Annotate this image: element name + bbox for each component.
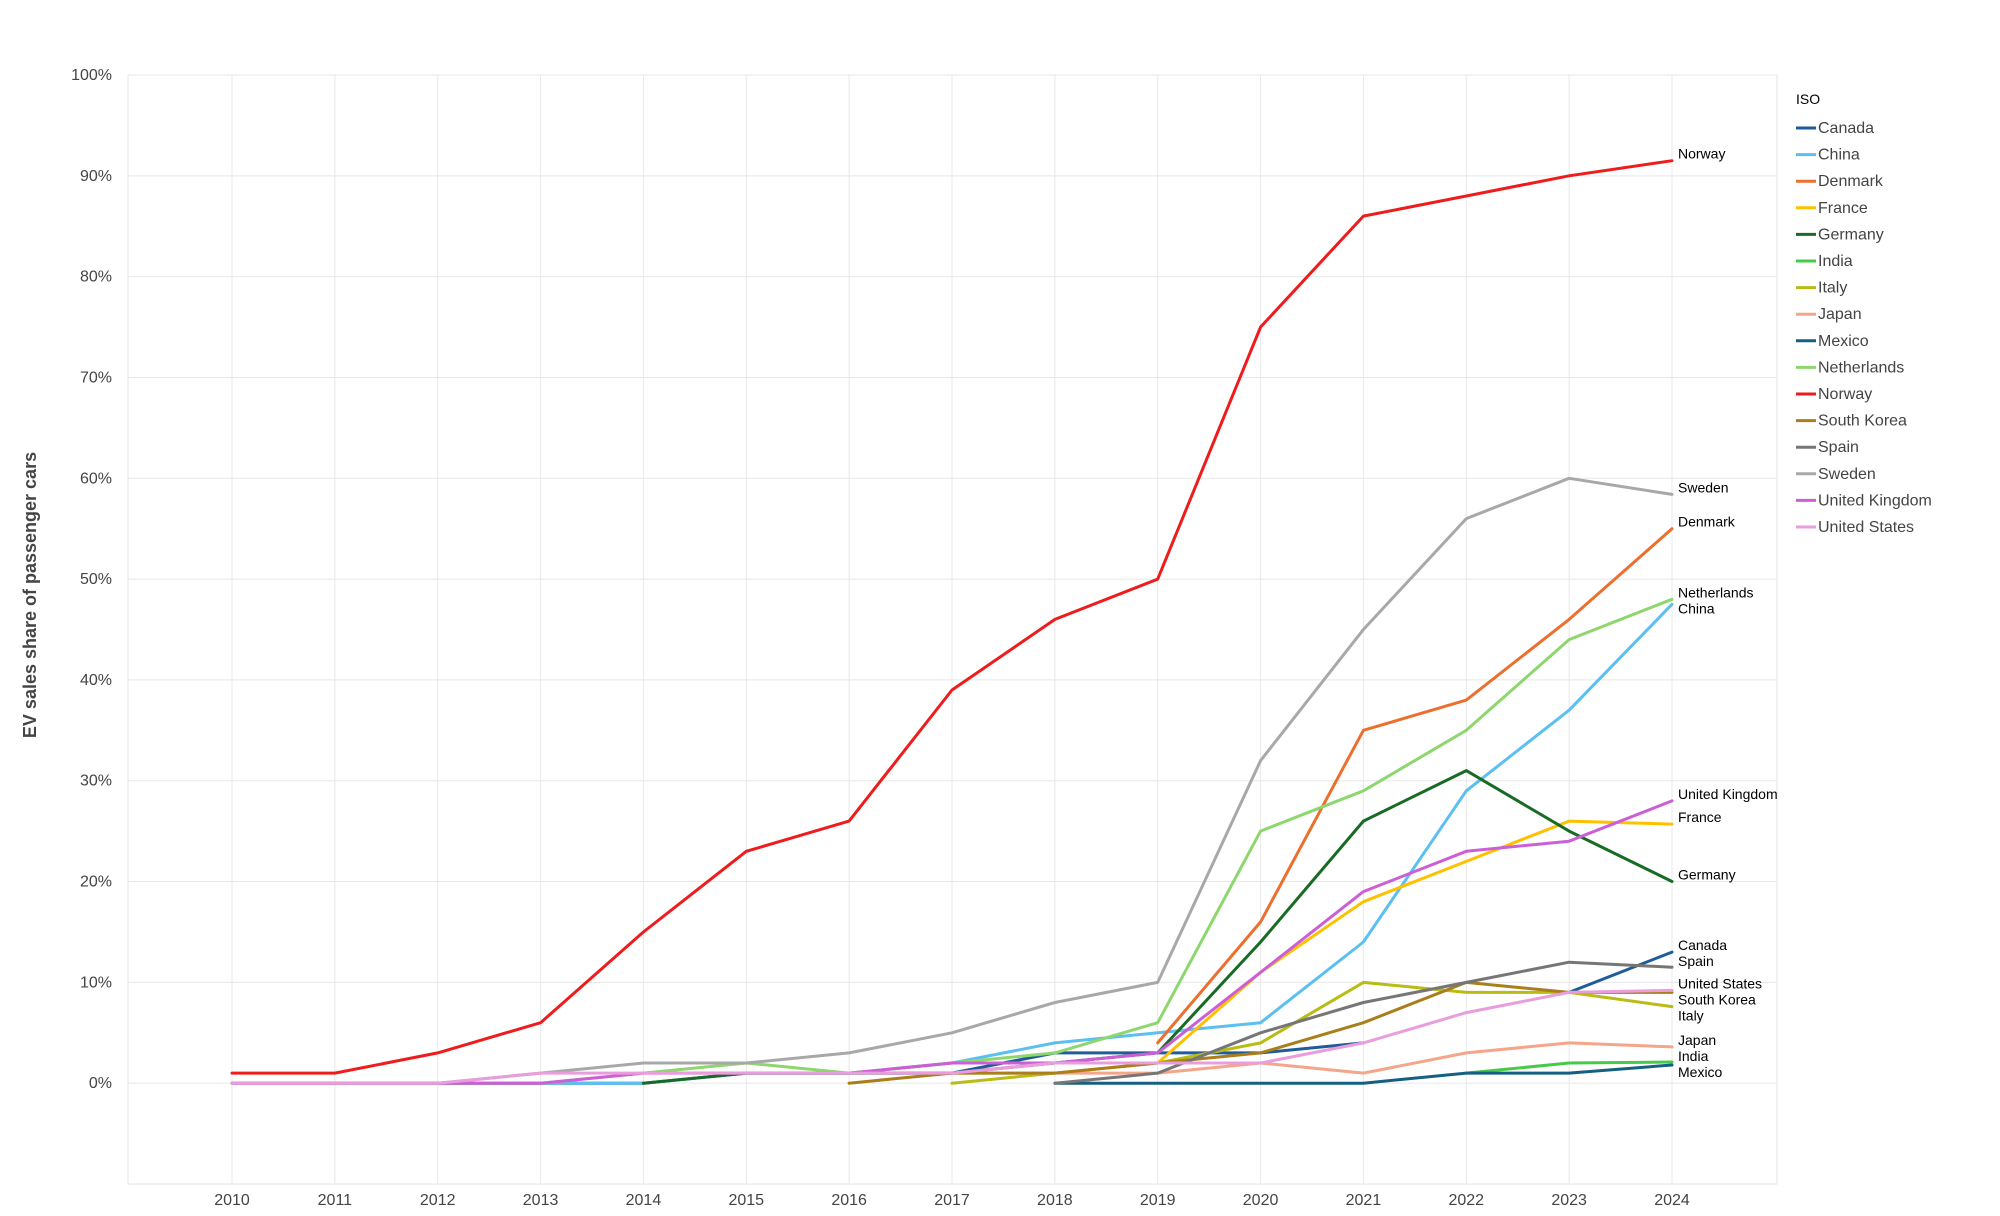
- legend: ISO Canada China Denmark France Germany India I…: [1796, 91, 1932, 536]
- y-tick-label: 0%: [89, 1075, 112, 1092]
- y-tick-label: 90%: [80, 168, 112, 185]
- y-tick-label: 40%: [80, 672, 112, 689]
- end-label-netherlands: Netherlands: [1678, 584, 1754, 600]
- end-label-germany: Germany: [1678, 867, 1736, 883]
- legend-label: United States: [1818, 519, 1914, 536]
- series-line-japan: [950, 1041, 1674, 1075]
- series-layer: [230, 159, 1674, 1085]
- end-label-spain: Spain: [1678, 953, 1714, 969]
- end-label-united-kingdom: United Kingdom: [1678, 786, 1778, 802]
- x-tick-label: 2016: [831, 1192, 867, 1209]
- legend-label: Italy: [1818, 280, 1847, 297]
- series-line-spain: [1053, 960, 1674, 1085]
- legend-label: Japan: [1818, 306, 1862, 323]
- y-tick-label: 80%: [80, 269, 112, 286]
- y-tick-label: 100%: [71, 67, 112, 84]
- grid-layer: [127, 74, 1778, 1185]
- legend-label: Norway: [1818, 386, 1872, 403]
- y-tick-label: 10%: [80, 974, 112, 991]
- end-label-italy: Italy: [1678, 1007, 1704, 1023]
- x-tick-label: 2024: [1654, 1192, 1690, 1209]
- y-tick-label: 60%: [80, 470, 112, 487]
- series-line-india: [1464, 1060, 1674, 1075]
- legend-label: India: [1818, 253, 1853, 270]
- x-tick-label: 2010: [214, 1192, 250, 1209]
- series-line-south-korea: [847, 980, 1674, 1085]
- legend-label: Denmark: [1818, 173, 1884, 190]
- legend-label: United Kingdom: [1818, 492, 1932, 509]
- end-label-south-korea: South Korea: [1678, 991, 1756, 1007]
- series-line-norway: [230, 159, 1674, 1075]
- legend-label: Mexico: [1818, 333, 1869, 350]
- series-line-united-kingdom: [230, 799, 1674, 1085]
- legend-label: Netherlands: [1818, 359, 1904, 376]
- end-label-india: India: [1678, 1048, 1709, 1064]
- x-tick-label: 2019: [1140, 1192, 1176, 1209]
- x-tick-label: 2014: [626, 1192, 662, 1209]
- end-label-mexico: Mexico: [1678, 1064, 1723, 1080]
- legend-label: Spain: [1818, 439, 1859, 456]
- end-label-france: France: [1678, 809, 1722, 825]
- y-axis-title: EV sales share of passenger cars: [20, 452, 40, 738]
- end-label-canada: Canada: [1678, 937, 1727, 953]
- x-tick-label: 2022: [1448, 1192, 1484, 1209]
- x-tick-label: 2011: [318, 1192, 353, 1209]
- legend-label: Germany: [1818, 226, 1884, 243]
- x-tick-label: 2015: [728, 1192, 764, 1209]
- end-label-norway: Norway: [1678, 146, 1725, 162]
- end-label-japan: Japan: [1678, 1032, 1716, 1048]
- y-tick-label: 50%: [80, 571, 112, 588]
- x-tick-label: 2017: [934, 1192, 970, 1209]
- y-tick-label: 20%: [80, 874, 112, 891]
- legend-label: China: [1818, 147, 1860, 164]
- x-tick-label: 2020: [1243, 1192, 1279, 1209]
- legend-label: France: [1818, 200, 1868, 217]
- x-tick-label: 2018: [1037, 1192, 1073, 1209]
- series-line-mexico: [1053, 1063, 1674, 1085]
- series-line-denmark: [1156, 527, 1674, 1045]
- end-label-china: China: [1678, 600, 1715, 616]
- legend-label: South Korea: [1818, 413, 1907, 430]
- legend-label: Canada: [1818, 120, 1874, 137]
- x-tick-label: 2021: [1346, 1192, 1382, 1209]
- x-tick-label: 2023: [1551, 1192, 1587, 1209]
- legend-label: Sweden: [1818, 466, 1876, 483]
- end-label-denmark: Denmark: [1678, 514, 1736, 530]
- y-tick-label: 70%: [80, 369, 112, 386]
- x-tick-label: 2012: [420, 1192, 456, 1209]
- series-line-united-states: [230, 988, 1674, 1085]
- y-tick-label: 30%: [80, 773, 112, 790]
- legend-title: ISO: [1796, 91, 1820, 107]
- x-tick-label: 2013: [523, 1192, 559, 1209]
- axis-layer: 0% 10% 20% 30% 40% 50% 60% 70% 80% 90% 100% 2010 201…: [71, 67, 1690, 1209]
- end-label-united-states: United States: [1678, 975, 1762, 991]
- end-label-sweden: Sweden: [1678, 479, 1729, 495]
